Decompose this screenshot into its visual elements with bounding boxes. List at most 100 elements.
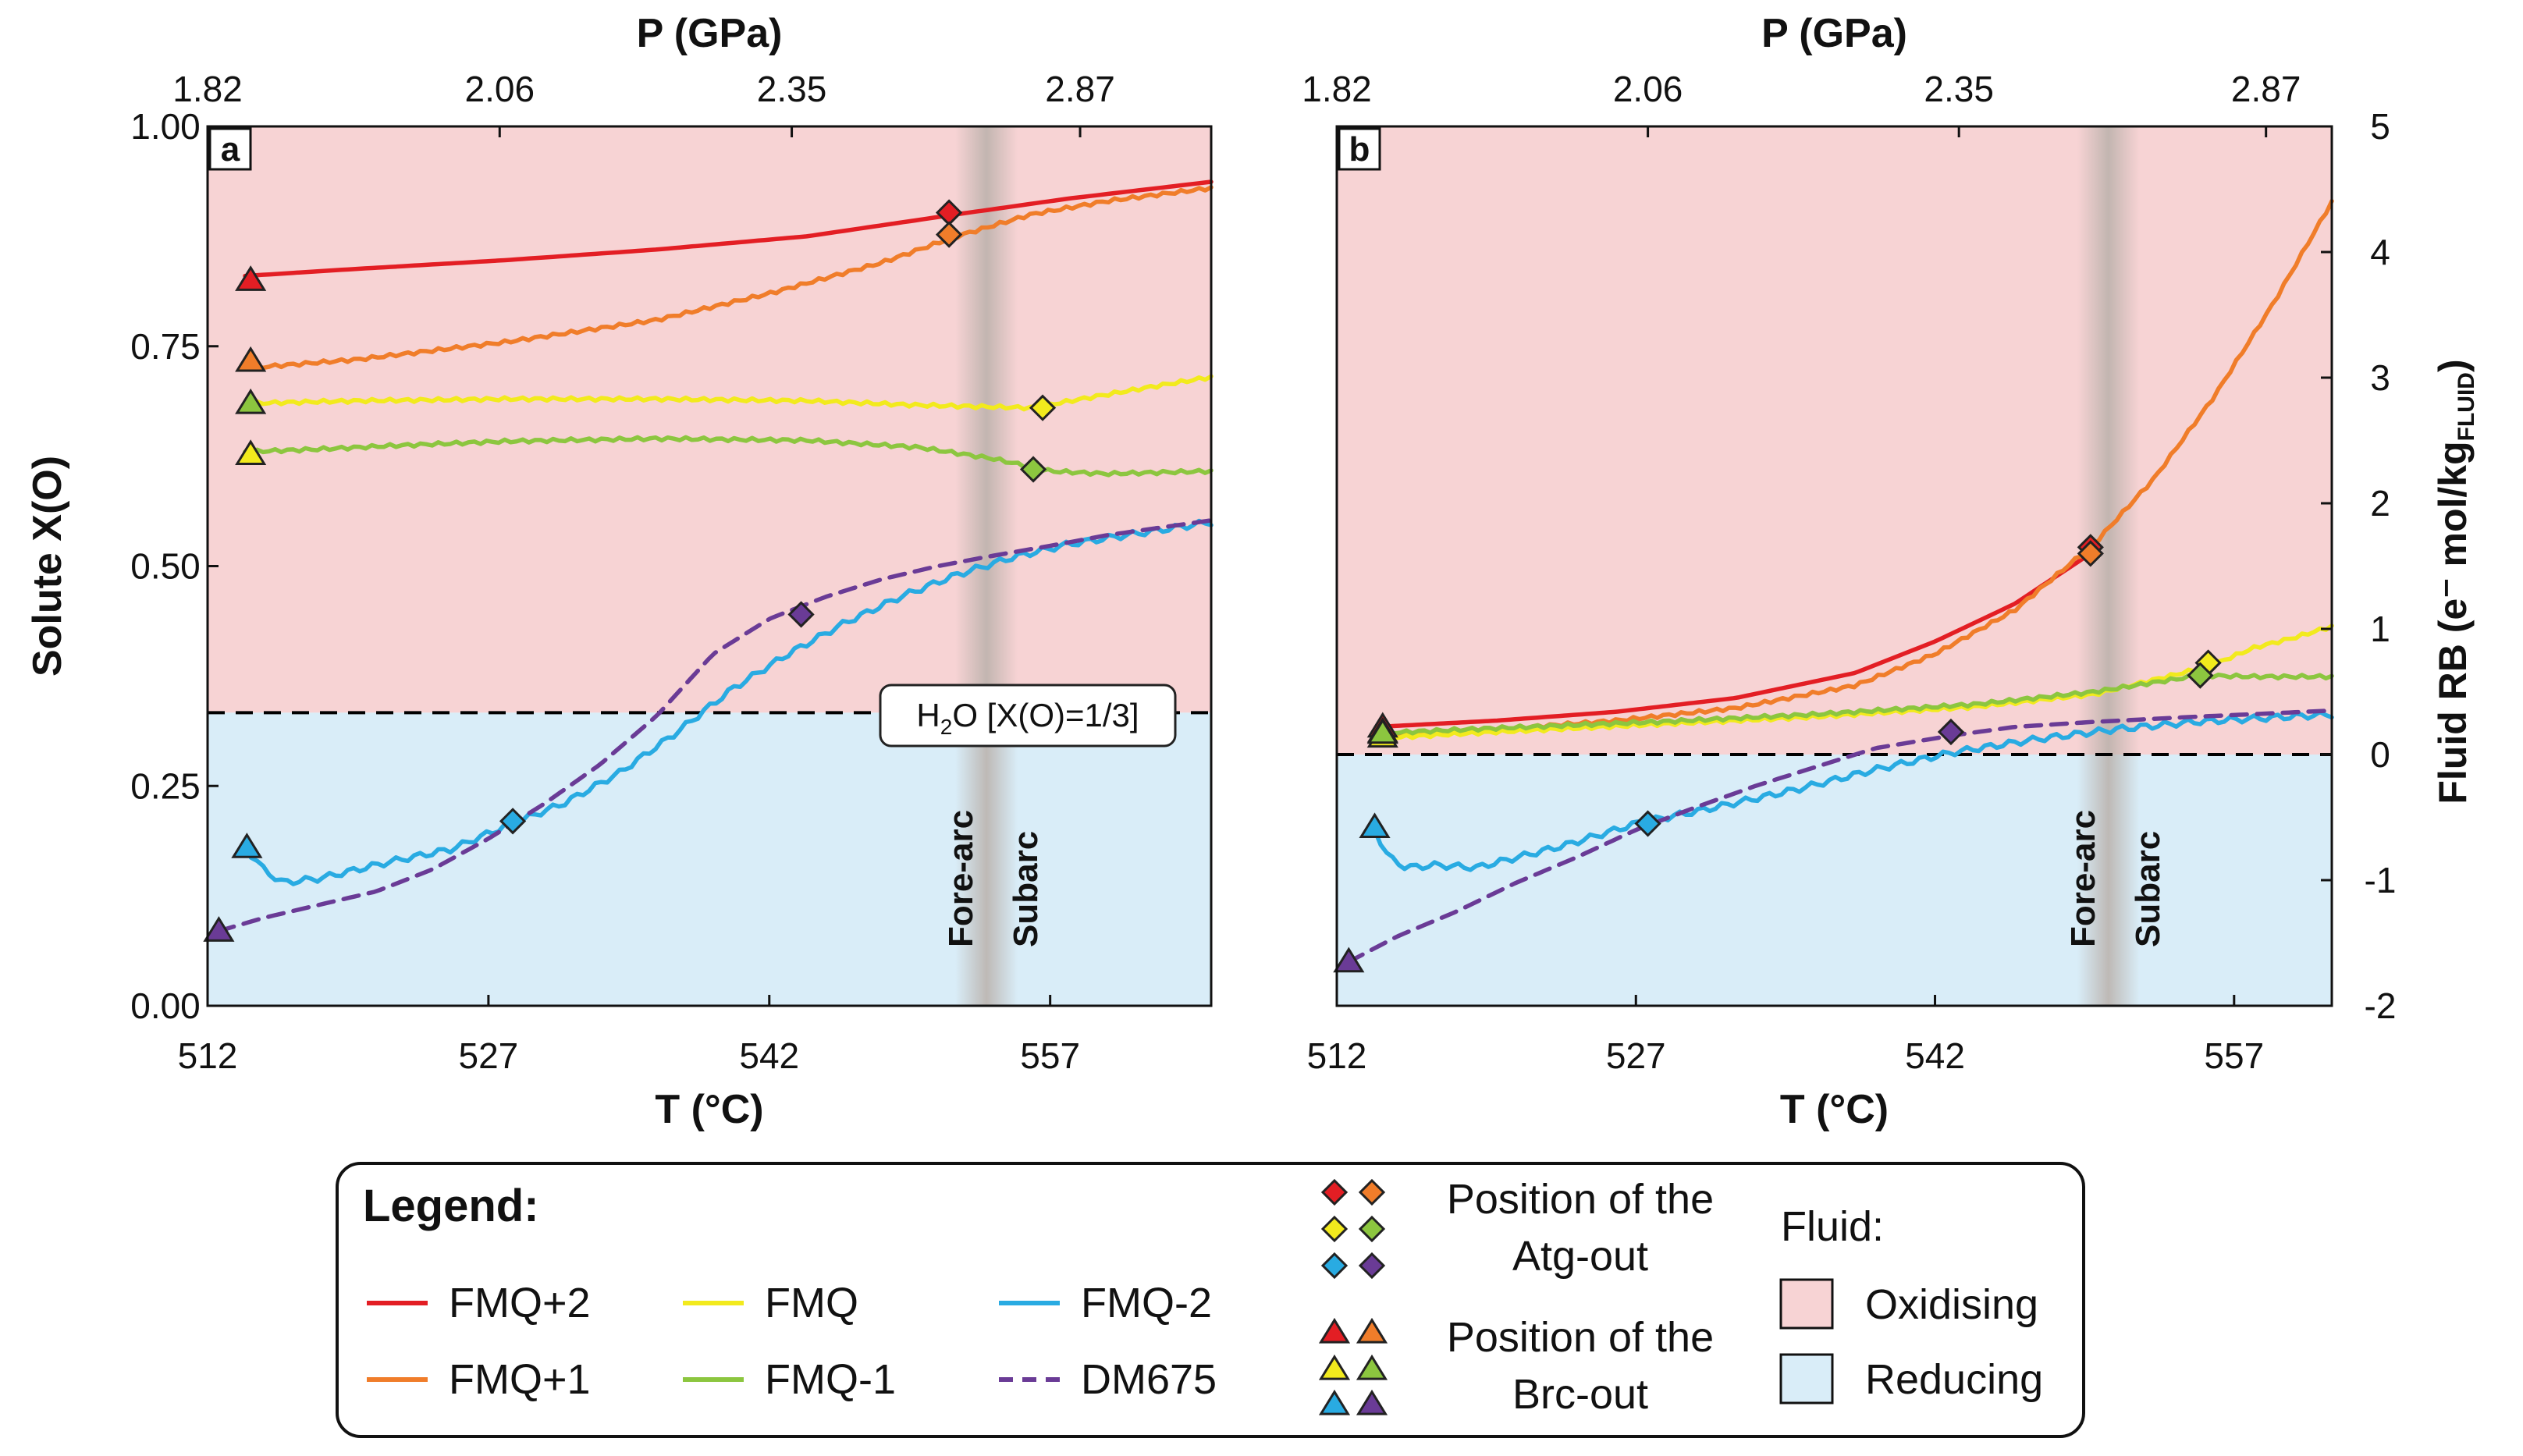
brc-out-marker bbox=[235, 439, 267, 466]
y-axis-label: Solute X(O) bbox=[25, 456, 70, 677]
y-tick-label: -1 bbox=[2365, 860, 2397, 900]
legend-oxidising-label: Oxidising bbox=[1865, 1281, 2038, 1328]
legend-reducing-swatch bbox=[1779, 1353, 1834, 1405]
atg-out-marker bbox=[787, 601, 815, 628]
atg-out-marker bbox=[1029, 394, 1057, 421]
y-tick-label: 0.75 bbox=[130, 326, 201, 367]
legend-triangle bbox=[1318, 1389, 1351, 1415]
y-tick-label: 2 bbox=[2370, 483, 2390, 524]
y-tick-label: 4 bbox=[2370, 232, 2390, 272]
top-axis-label: P (GPa) bbox=[637, 11, 783, 56]
subarc-label: Subarc bbox=[1007, 831, 1045, 947]
brc-out-marker bbox=[203, 916, 235, 942]
y-axis-label: Fluid RB (e⁻ mol/kgFLUID) bbox=[2431, 359, 2479, 804]
legend-brc-line1: Position of the bbox=[1447, 1314, 1714, 1361]
legend-series-label: FMQ bbox=[765, 1280, 858, 1326]
atg-out-marker bbox=[2187, 662, 2214, 689]
atg-out-marker bbox=[935, 221, 963, 248]
y-tick-label: 1 bbox=[2370, 609, 2390, 649]
atg-out-marker bbox=[499, 808, 527, 835]
panel-letter-box bbox=[1338, 127, 1381, 171]
brc-out-marker bbox=[231, 833, 263, 858]
series-line-dm675 bbox=[1346, 708, 2334, 964]
top-tick-label: 1.82 bbox=[1302, 69, 1372, 109]
brc-out-marker bbox=[235, 346, 267, 372]
top-tick-label: 2.06 bbox=[1613, 69, 1683, 109]
y-tick-label: 0 bbox=[2370, 734, 2390, 775]
top-axis-label: P (GPa) bbox=[1761, 11, 1907, 56]
x-tick-label: 527 bbox=[459, 1035, 519, 1076]
legend-atg-line1: Position of the bbox=[1447, 1176, 1714, 1223]
series-line-fmq-1 bbox=[243, 435, 1214, 478]
series-line-fmq-2 bbox=[1374, 551, 2093, 730]
y-tick-label: 1.00 bbox=[130, 106, 201, 147]
legend-title: Legend: bbox=[363, 1181, 539, 1231]
legend-diamond bbox=[1320, 1178, 1349, 1206]
legend-diamond bbox=[1358, 1178, 1386, 1206]
series-line-fmq-2 bbox=[1372, 709, 2334, 872]
series-line-dm675 bbox=[216, 518, 1214, 933]
top-tick-label: 2.87 bbox=[1045, 69, 1115, 109]
brc-out-marker bbox=[235, 388, 267, 414]
series-line-fmq-2 bbox=[243, 518, 1214, 886]
legend-series-label: FMQ+1 bbox=[449, 1356, 591, 1403]
x-tick-label: 512 bbox=[1307, 1035, 1367, 1076]
top-tick-label: 1.82 bbox=[172, 69, 243, 109]
h2o-label: H2O [X(O)=1/3] bbox=[879, 684, 1177, 748]
panel-letter: b bbox=[1349, 130, 1370, 169]
series-line-fmq-1 bbox=[243, 185, 1214, 371]
legend-diamond bbox=[1358, 1215, 1386, 1243]
legend-brc-line2: Brc-out bbox=[1512, 1371, 1648, 1418]
x-axis-label: T (°C) bbox=[655, 1087, 763, 1132]
legend-diamond bbox=[1320, 1215, 1349, 1243]
oxidising-region bbox=[208, 126, 1211, 713]
y-tick-label: 0.00 bbox=[130, 985, 201, 1026]
top-tick-label: 2.87 bbox=[2231, 69, 2301, 109]
fore-arc-label: Fore-arc bbox=[942, 810, 980, 947]
svg-text:H2O [X(O)=1/3]: H2O [X(O)=1/3] bbox=[916, 697, 1139, 739]
x-tick-label: 527 bbox=[1606, 1035, 1666, 1076]
legend-triangle bbox=[1318, 1354, 1351, 1380]
y-tick-label: -2 bbox=[2365, 985, 2397, 1026]
brc-out-marker bbox=[1333, 946, 1365, 973]
oxidising-region bbox=[1337, 126, 2332, 755]
series-line-fmq bbox=[1374, 623, 2334, 742]
legend-triangle bbox=[1318, 1317, 1351, 1344]
atg-out-marker bbox=[1634, 810, 1661, 837]
brc-out-marker bbox=[1359, 812, 1391, 839]
legend-series-label: FMQ-1 bbox=[765, 1356, 896, 1403]
legend-series-label: FMQ+2 bbox=[449, 1280, 591, 1326]
fore-arc-label: Fore-arc bbox=[2064, 810, 2102, 947]
legend-atg-line2: Atg-out bbox=[1512, 1233, 1648, 1280]
atg-out-marker bbox=[1937, 718, 1965, 746]
transition-band bbox=[2077, 126, 2140, 1006]
chart-panel-a: H2O [X(O)=1/3] Fore-arc Subarc a 512 527 542 55… bbox=[25, 11, 1214, 1132]
top-tick-label: 2.06 bbox=[465, 69, 535, 109]
series-line-fmq-1 bbox=[1374, 672, 2334, 737]
legend-series-label: DM675 bbox=[1081, 1356, 1217, 1403]
plot-frame bbox=[1335, 125, 2333, 1007]
x-tick-label: 542 bbox=[739, 1035, 799, 1076]
y-tick-label: 0.25 bbox=[130, 765, 201, 806]
y-tick-label: 5 bbox=[2370, 106, 2390, 147]
brc-out-marker bbox=[1366, 718, 1398, 744]
panel-letter-box bbox=[208, 127, 252, 171]
top-tick-label: 2.35 bbox=[1924, 69, 1994, 109]
legend: Legend: FMQ+2 FMQ+1 FMQ FMQ-1 FMQ-2 DM675 Posit… bbox=[336, 1162, 2085, 1438]
series-line-fmq-2 bbox=[243, 179, 1214, 279]
atg-out-marker bbox=[1019, 456, 1047, 483]
panel-letter: a bbox=[221, 130, 240, 169]
legend-frame bbox=[336, 1162, 2085, 1438]
atg-out-marker bbox=[2077, 540, 2104, 567]
legend-fluid-title: Fluid: bbox=[1781, 1203, 1884, 1250]
legend-series-label: FMQ-2 bbox=[1081, 1280, 1212, 1326]
x-axis-label: T (°C) bbox=[1780, 1087, 1889, 1132]
legend-oxidising-swatch bbox=[1779, 1278, 1834, 1330]
x-tick-label: 557 bbox=[1020, 1035, 1080, 1076]
reducing-region bbox=[208, 712, 1211, 1006]
legend-diamond bbox=[1358, 1252, 1386, 1280]
y-tick-label: 3 bbox=[2370, 357, 2390, 398]
reducing-region bbox=[1337, 755, 2332, 1006]
legend-triangle bbox=[1356, 1354, 1388, 1380]
